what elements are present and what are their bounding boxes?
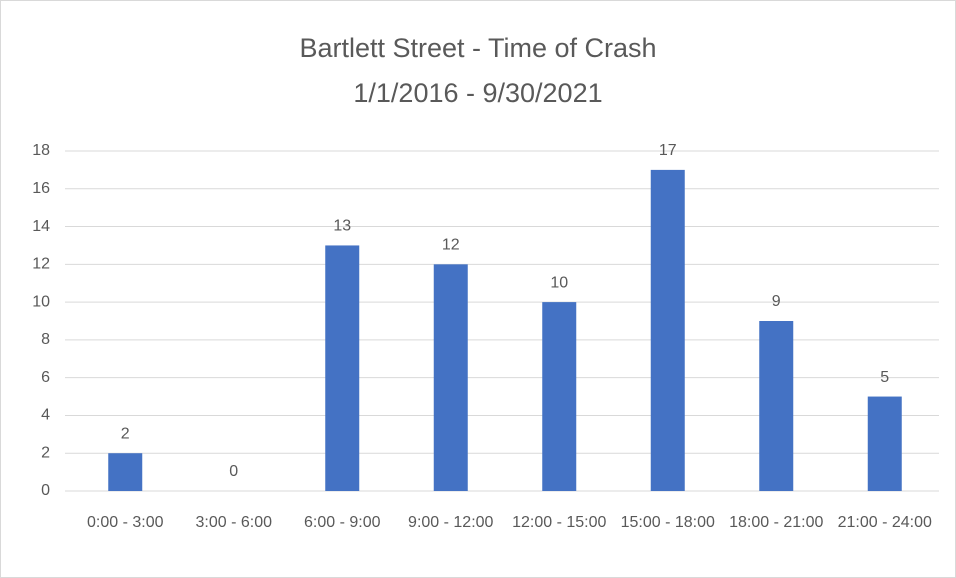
y-tick-label: 0	[41, 482, 50, 499]
x-tick-label: 15:00 - 18:00	[620, 514, 715, 531]
data-label: 2	[121, 425, 130, 442]
y-tick-label: 8	[41, 331, 50, 348]
y-tick-label: 2	[41, 444, 50, 461]
y-tick-label: 12	[32, 256, 50, 273]
x-tick-label: 21:00 - 24:00	[837, 514, 932, 531]
y-tick-label: 6	[41, 369, 50, 386]
data-label: 9	[772, 293, 781, 310]
data-label: 17	[659, 142, 677, 159]
bar	[759, 321, 794, 491]
data-label: 5	[880, 369, 889, 386]
data-label: 12	[442, 237, 460, 254]
bar	[542, 302, 577, 491]
data-label: 10	[550, 274, 568, 291]
x-tick-label: 0:00 - 3:00	[87, 514, 164, 531]
y-tick-label: 16	[32, 180, 50, 197]
bar	[650, 169, 685, 491]
chart-title: Bartlett Street - Time of Crash	[299, 33, 656, 63]
y-tick-label: 14	[32, 218, 50, 235]
x-tick-label: 18:00 - 21:00	[729, 514, 824, 531]
bar	[867, 396, 902, 491]
data-label: 13	[333, 218, 351, 235]
bar	[325, 245, 360, 491]
y-tick-label: 10	[32, 293, 50, 310]
x-tick-label: 3:00 - 6:00	[195, 514, 273, 531]
x-tick-label: 9:00 - 12:00	[408, 514, 494, 531]
x-tick-label: 12:00 - 15:00	[512, 514, 607, 531]
data-label: 0	[229, 463, 238, 480]
x-tick-label: 6:00 - 9:00	[304, 514, 381, 531]
y-tick-label: 18	[32, 142, 50, 159]
chart-subtitle: 1/1/2016 - 9/30/2021	[353, 78, 602, 108]
bar	[108, 453, 143, 491]
y-tick-label: 4	[41, 407, 50, 424]
bar	[433, 264, 468, 491]
